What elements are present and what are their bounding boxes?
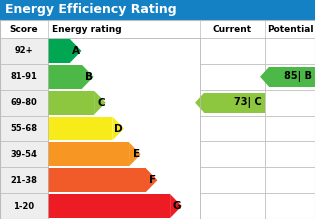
Text: D: D [114,124,123,134]
Bar [48,39,70,63]
Bar [0,20,315,38]
Polygon shape [129,142,141,166]
Bar [0,38,48,64]
Text: E: E [133,149,140,159]
Bar [204,93,265,113]
Bar [269,67,315,87]
Text: B: B [85,72,93,82]
Bar [0,116,48,141]
Polygon shape [112,117,124,140]
Polygon shape [94,91,106,115]
Text: 55-68: 55-68 [10,124,37,133]
Bar [200,90,265,116]
Text: 69-80: 69-80 [11,98,37,107]
Polygon shape [70,39,82,63]
Bar [0,167,48,193]
Text: Energy Efficiency Rating: Energy Efficiency Rating [5,4,177,16]
Polygon shape [195,93,204,113]
Text: 1-20: 1-20 [14,201,35,211]
Bar [0,141,48,167]
Text: 39-54: 39-54 [11,150,37,159]
Bar [48,142,129,166]
Bar [265,193,315,219]
Bar [200,193,265,219]
Bar [48,117,112,140]
Bar [265,90,315,116]
Polygon shape [82,65,94,89]
Text: A: A [72,46,80,56]
Bar [0,90,48,116]
Bar [48,38,200,219]
Text: 85| B: 85| B [284,71,312,82]
Bar [200,116,265,141]
Text: G: G [172,201,181,211]
Bar [265,64,315,90]
Bar [48,194,170,218]
Polygon shape [146,168,158,192]
Text: C: C [97,98,105,108]
Bar [200,141,265,167]
Bar [200,64,265,90]
Text: Score: Score [10,25,38,34]
Text: 92+: 92+ [15,46,33,55]
Text: 21-38: 21-38 [11,176,37,185]
Text: Energy rating: Energy rating [52,25,122,34]
Bar [265,141,315,167]
Bar [265,167,315,193]
Bar [0,64,48,90]
Bar [0,193,48,219]
Bar [265,116,315,141]
Bar [200,167,265,193]
Bar [48,168,146,192]
Polygon shape [170,194,182,218]
Text: 81-91: 81-91 [11,72,37,81]
Text: Current: Current [213,25,252,34]
Bar [48,91,94,115]
Bar [0,0,315,20]
Bar [200,38,265,64]
Text: 73| C: 73| C [234,97,262,108]
Polygon shape [260,67,269,87]
Bar [265,38,315,64]
Text: Potential: Potential [267,25,313,34]
Bar [48,65,82,89]
Text: F: F [149,175,157,185]
